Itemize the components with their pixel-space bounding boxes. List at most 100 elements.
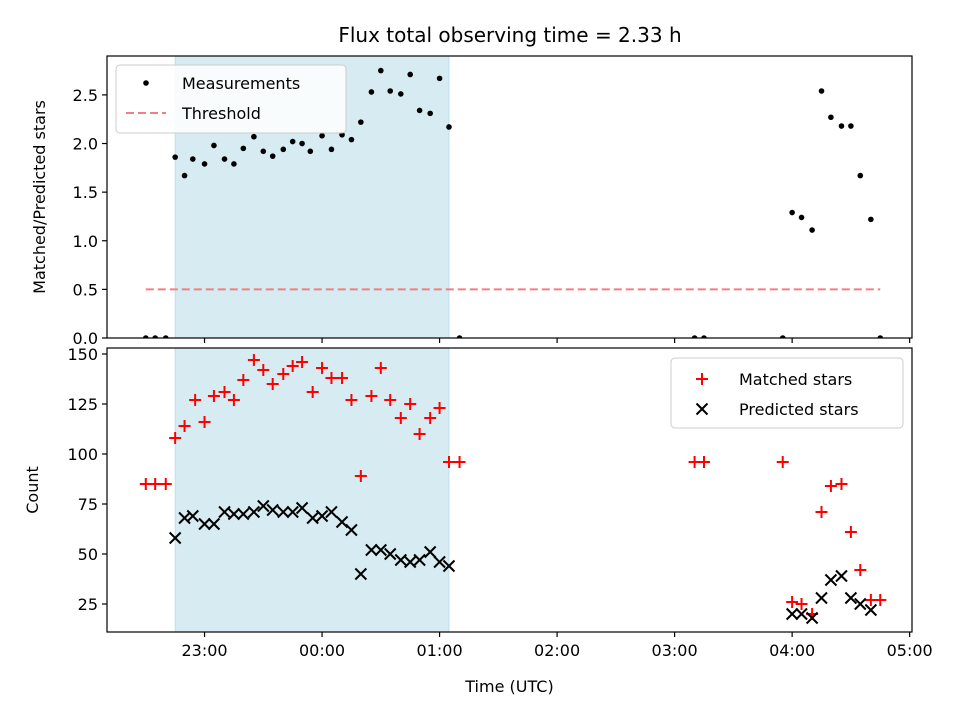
matched-star-point [237,374,250,386]
predicted-star-point [325,505,338,519]
measurement-point [240,145,247,152]
y-tick-label: 1.0 [73,232,98,251]
matched-star-point [413,428,426,440]
predicted-star-point [795,607,808,621]
measurement-point [368,89,375,95]
measurement-point [868,216,874,223]
measurement-point [877,335,884,338]
predicted-star-point [365,543,378,557]
measurement-point [789,209,795,216]
measurement-point [397,91,404,97]
matched-star-point [247,354,260,366]
y-tick-label: 1.5 [73,183,98,202]
matched-star-point [374,362,387,374]
legend-label: Threshold [181,104,261,123]
legend-marker-measurements [143,80,149,86]
y-tick-label: 75 [78,495,98,514]
series-predicted-stars [168,499,878,625]
legend-0: Measurements Threshold [115,64,347,134]
predicted-star-point [237,507,250,521]
matched-star-point [776,456,789,468]
y-tick-label: 125 [67,395,98,414]
predicted-star-point [844,591,858,605]
measurement-point [142,335,149,338]
matched-star-point [365,390,378,402]
y-tick-label: 100 [67,445,98,464]
measurement-point [358,119,364,125]
matched-star-point [286,360,299,372]
top-panel: Flux total observing time = 2.33 h 0.0 0.… [30,23,913,348]
measurement-point [857,172,864,179]
measurement-point [818,88,825,94]
predicted-star-point [168,531,182,545]
matched-star-point [697,456,710,468]
y-axis-label: Matched/Predicted stars [30,100,49,294]
predicted-star-point [403,555,417,569]
plot-area-0 [142,67,884,338]
predicted-star-point [442,559,456,573]
matched-star-point [336,372,349,384]
y-tick-label: 50 [78,545,98,564]
x-tick-label: 03:00 [652,641,698,660]
measurement-point [289,138,296,145]
matched-star-point [325,372,338,384]
predicted-star-point [394,553,408,567]
matched-star-point [424,412,437,424]
matched-star-point [266,378,279,390]
y-tick-label: 2.0 [73,135,98,154]
matched-star-point [384,394,397,406]
predicted-star-point [266,503,279,517]
plot-area-1 [139,354,887,625]
measurement-point [779,335,786,338]
y-tick-label: 0.0 [73,329,98,348]
measurement-point [162,335,169,338]
measurement-point [221,156,228,162]
legend-1: Matched stars Predicted stars [670,357,904,429]
measurement-point [456,335,463,338]
predicted-star-point [247,505,261,519]
predicted-star-point [785,607,799,621]
matched-star-point [149,478,162,490]
predicted-star-point [345,523,358,537]
matched-star-point [316,362,329,374]
predicted-star-point [854,597,867,611]
matched-star-point [815,506,828,518]
predicted-star-point [374,543,388,557]
predicted-star-point [218,505,231,519]
measurement-point [798,214,805,221]
legend-label: Matched stars [739,370,852,389]
matched-star-point [354,470,367,482]
measurement-point [446,124,452,130]
x-tick-label: 01:00 [417,641,463,660]
x-tick-label: 23:00 [181,641,227,660]
measurement-point [848,123,854,129]
matched-star-point [178,420,191,432]
matched-star-point [227,394,240,406]
matched-star-point [795,598,808,610]
measurement-point [378,67,384,74]
measurement-point [407,71,413,78]
matched-star-point [189,394,202,406]
x-tick-label: 04:00 [769,641,815,660]
legend-box [670,357,904,429]
predicted-star-point [257,499,270,513]
predicted-star-point [306,511,319,525]
predicted-star-point [315,509,329,523]
measurement-point [181,172,188,179]
x-tick-label: 00:00 [299,641,345,660]
matched-star-point [306,386,319,398]
predicted-star-point [824,573,838,587]
predicted-star-point [295,501,309,515]
matched-star-point [404,398,417,410]
matched-star-point [442,456,455,468]
matched-star-point [296,356,309,368]
y-tick-label: 150 [67,345,98,364]
x-tick-label: 05:00 [887,641,933,660]
measurement-point [348,136,355,143]
chart-title: Flux total observing time = 2.33 h [338,23,681,47]
bottom-panel: 25 50 75 100 125 150 23:00 00:00 01:00 02:00 03:00… [23,345,933,696]
matched-star-point [257,364,270,376]
predicted-star-point [815,591,828,605]
predicted-star-point [805,611,819,625]
